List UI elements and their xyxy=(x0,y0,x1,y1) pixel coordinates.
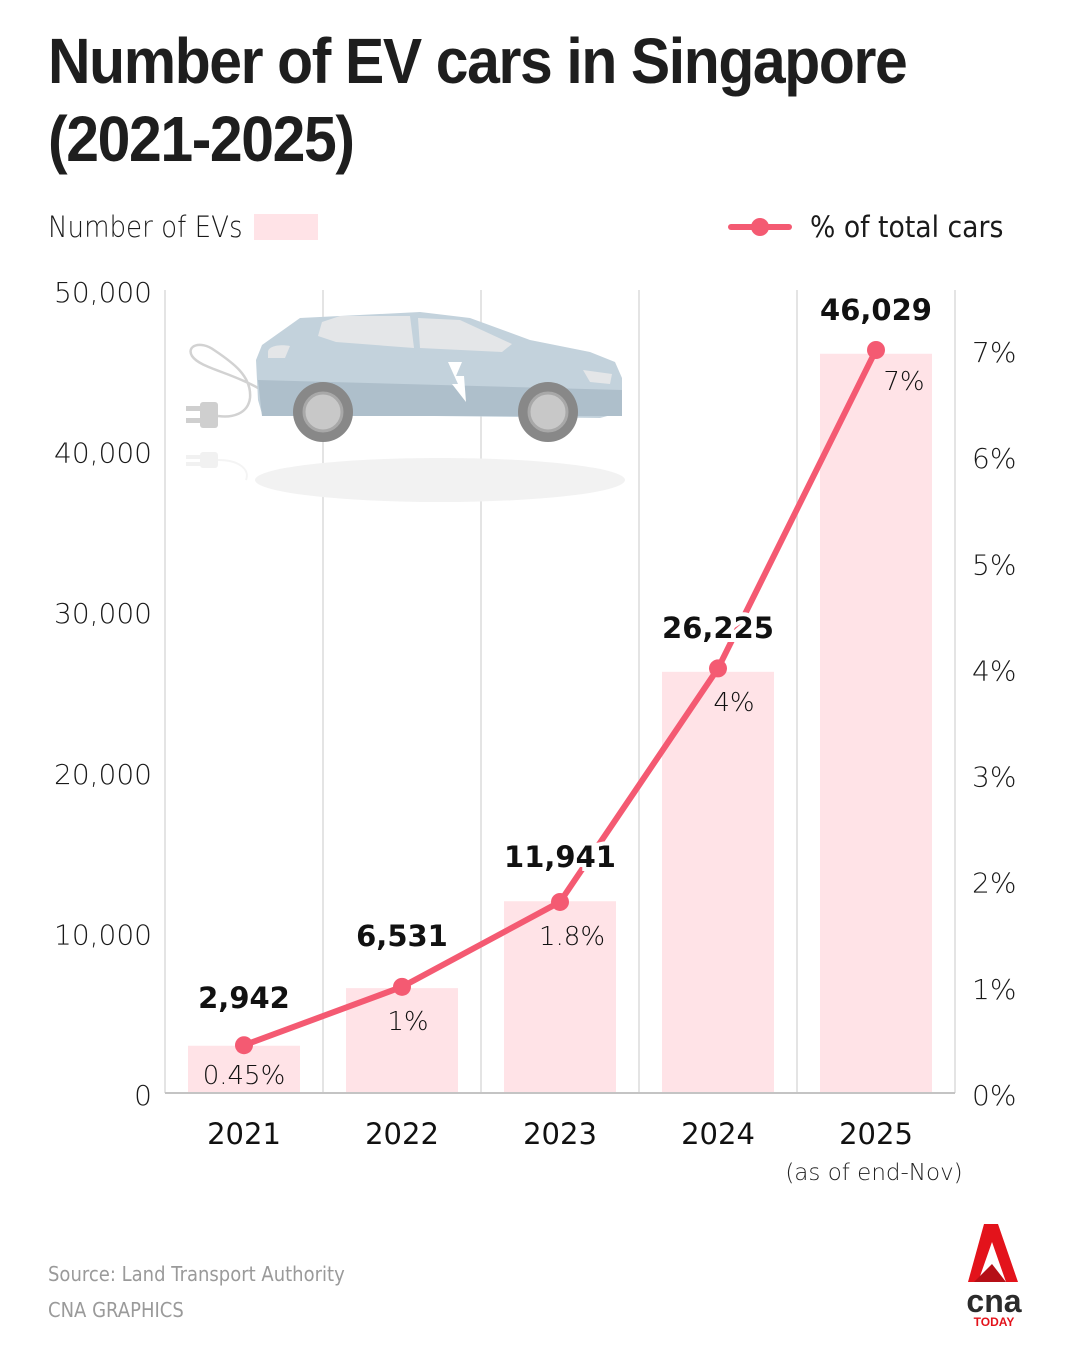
chart-area: 0 10,000 20,000 30,000 40,000 50,000 0% 1% 2% 3% 4… xyxy=(54,276,1016,1186)
bar-2022 xyxy=(346,988,458,1093)
y-tick-label: 0 xyxy=(134,1079,152,1112)
y-tick-label: 50,000 xyxy=(54,276,152,309)
y2-tick-label: 5% xyxy=(972,548,1016,581)
x-tick-label: 2025 xyxy=(839,1117,913,1151)
legend-line-label: % of total cars xyxy=(809,210,1004,244)
legend-bars-label: Number of EVs xyxy=(48,210,243,244)
pct-point-2021 xyxy=(235,1036,253,1055)
svg-text:TODAY: TODAY xyxy=(974,1315,1015,1328)
pct-value-label: 0.45% xyxy=(203,1061,286,1091)
cna-today-logo-icon: cna TODAY xyxy=(966,1224,1022,1328)
legend-bars-swatch xyxy=(254,214,319,240)
y2-tick-label: 2% xyxy=(972,867,1016,900)
x-tick-label: 2024 xyxy=(681,1117,755,1151)
chart-title: Number of EV cars in Singapore (2021-202… xyxy=(48,25,908,175)
axes: 0 10,000 20,000 30,000 40,000 50,000 0% 1% 2% 3% 4… xyxy=(54,276,1016,1186)
pct-value-label: 1.8% xyxy=(539,922,605,952)
svg-text:cna: cna xyxy=(966,1283,1021,1319)
pct-value-label: 1% xyxy=(387,1007,428,1037)
bars xyxy=(188,353,932,1093)
bar-2024 xyxy=(662,671,774,1093)
pct-value-label: 7% xyxy=(883,367,924,397)
y2-tick-label: 0% xyxy=(972,1079,1016,1112)
car-illustration-icon xyxy=(186,312,625,502)
pct-point-2024 xyxy=(709,659,727,678)
legend-bars: Number of EVs xyxy=(48,210,319,244)
x-tick-label: 2021 xyxy=(207,1117,281,1151)
source-note: Source: Land Transport Authority xyxy=(48,1262,345,1286)
graphics-credit: CNA GRAPHICS xyxy=(48,1298,184,1322)
data-labels: 2,942 6,531 11,941 26,225 46,029 0.45% 1% 1.8% 4… xyxy=(194,289,936,1091)
bar-value-label: 6,531 xyxy=(356,919,448,953)
y2-tick-label: 4% xyxy=(972,654,1016,687)
legend-line-marker-icon xyxy=(727,218,792,236)
y2-tick-label: 3% xyxy=(972,761,1016,794)
bar-2023 xyxy=(504,901,616,1093)
line-series xyxy=(235,341,885,1055)
bar-2025 xyxy=(820,353,932,1093)
y-tick-label: 10,000 xyxy=(54,918,152,951)
bar-value-label: 2,942 xyxy=(198,981,290,1015)
bar-value-label: 26,225 xyxy=(662,611,774,645)
x-tick-label: 2023 xyxy=(523,1117,597,1151)
pct-point-2025 xyxy=(867,341,885,359)
legend-line: % of total cars xyxy=(727,210,1020,244)
pct-value-label: 4% xyxy=(713,688,754,718)
y2-tick-label: 6% xyxy=(972,442,1016,475)
x-tick-note: (as of end-Nov) xyxy=(785,1160,962,1186)
x-tick-label: 2022 xyxy=(365,1117,439,1151)
y2-tick-label: 7% xyxy=(972,336,1016,369)
y-tick-label: 30,000 xyxy=(54,597,152,630)
y-tick-label: 20,000 xyxy=(54,758,152,791)
pct-point-2023 xyxy=(551,892,569,911)
y-tick-label: 40,000 xyxy=(54,437,152,470)
bar-value-label: 46,029 xyxy=(820,293,932,327)
pct-point-2022 xyxy=(393,977,411,996)
bar-value-label: 11,941 xyxy=(504,840,616,874)
y2-tick-label: 1% xyxy=(972,973,1016,1006)
